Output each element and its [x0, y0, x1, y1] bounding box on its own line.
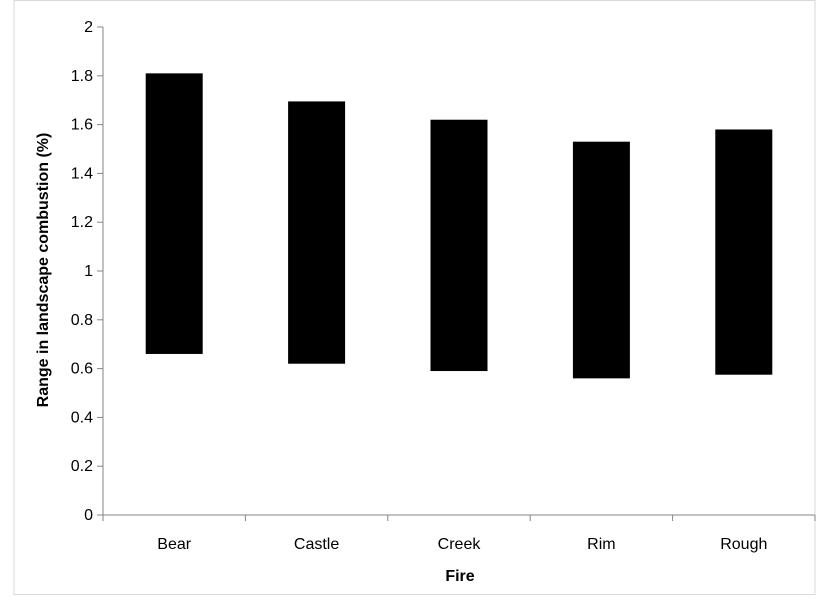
- range-bar-bear: [145, 73, 203, 354]
- x-tick-label-castle: Castle: [294, 536, 339, 553]
- y-tick-label: 0.8: [71, 312, 93, 329]
- range-bar-rim: [572, 141, 630, 379]
- y-tick-label: 2: [84, 19, 93, 36]
- y-axis-title: Range in landscape combustion (%): [35, 133, 52, 408]
- range-bar-creek: [430, 119, 488, 372]
- y-tick-label: 1.4: [71, 165, 93, 182]
- x-axis-title: Fire: [445, 568, 474, 585]
- y-tick-label: 1.8: [71, 68, 93, 85]
- ticks-layer: 0 0.2 0.4 0.6 0.8 1 1.2 1.4 1.6 1.8 2 Bear Castle Cre…: [71, 19, 816, 553]
- range-bar-rough: [715, 129, 773, 375]
- y-tick-label: 0.4: [71, 409, 93, 426]
- y-tick-label: 1.2: [71, 214, 93, 231]
- y-tick-label: 1.6: [71, 117, 93, 134]
- x-tick-label-rim: Rim: [587, 536, 615, 553]
- x-tick-label-bear: Bear: [157, 536, 191, 553]
- y-tick-label: 0.2: [71, 458, 93, 475]
- y-tick-label: 0.6: [71, 361, 93, 378]
- y-tick-label: 1: [84, 263, 93, 280]
- chart-area-border: [13, 0, 816, 595]
- x-tick-label-rough: Rough: [720, 536, 767, 553]
- y-tick-label: 0: [84, 507, 93, 524]
- x-tick-label-creek: Creek: [438, 536, 482, 553]
- bars-layer: [145, 73, 773, 379]
- range-bar-castle: [288, 101, 346, 364]
